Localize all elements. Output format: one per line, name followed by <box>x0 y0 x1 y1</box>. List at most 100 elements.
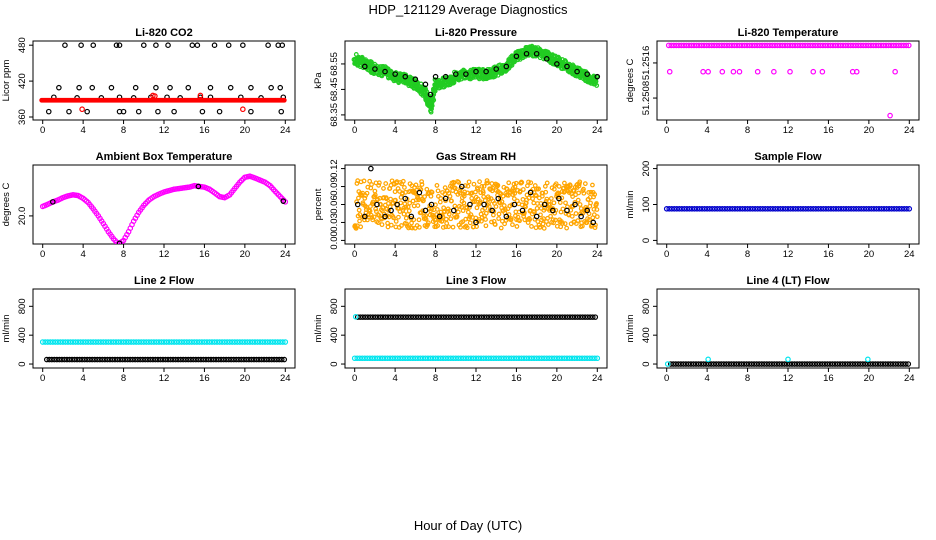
data-point <box>65 339 71 345</box>
data-point <box>225 42 232 48</box>
data-point <box>163 339 170 345</box>
data-point <box>819 68 826 75</box>
data-point <box>440 224 446 230</box>
data-point <box>483 355 489 362</box>
data-point <box>153 42 159 48</box>
data-point <box>706 42 712 49</box>
data-point <box>704 206 710 212</box>
data-point <box>696 42 702 49</box>
data-point <box>742 206 748 212</box>
data-point <box>241 356 247 363</box>
y-tick-label: 360 <box>17 109 28 125</box>
data-point <box>848 206 854 212</box>
data-point <box>703 361 709 367</box>
data-point <box>691 206 698 212</box>
data-point <box>435 355 441 362</box>
x-tick-label: 24 <box>904 373 915 384</box>
x-tick-label: 4 <box>392 249 397 260</box>
data-point <box>178 339 185 345</box>
data-point <box>368 165 374 172</box>
data-point <box>591 206 597 212</box>
data-point <box>723 361 730 367</box>
data-point <box>213 356 219 363</box>
data-point <box>460 219 466 225</box>
data-point <box>835 206 842 212</box>
data-point <box>488 355 494 362</box>
data-point <box>140 42 147 48</box>
data-point <box>514 314 520 320</box>
data-point <box>473 219 479 226</box>
data-point <box>105 339 112 345</box>
data-point <box>718 361 725 367</box>
data-point <box>200 356 207 363</box>
x-tick-label: 8 <box>433 125 438 136</box>
data-point <box>825 42 831 49</box>
data-point <box>461 200 467 206</box>
data-point <box>664 361 671 367</box>
data-point <box>713 361 720 367</box>
data-point <box>113 42 120 48</box>
data-point <box>486 203 492 209</box>
data-point <box>885 361 891 367</box>
data-point <box>117 356 123 363</box>
data-point <box>147 356 154 363</box>
data-point <box>670 42 677 49</box>
data-point <box>837 42 844 49</box>
data-point <box>685 361 692 367</box>
data-point <box>676 206 683 212</box>
data-point <box>819 361 826 367</box>
data-point <box>467 205 472 210</box>
data-point <box>482 198 488 203</box>
data-point <box>392 71 398 77</box>
data-point <box>553 207 559 213</box>
x-tick-label: 16 <box>199 125 210 136</box>
x-tick-label: 20 <box>240 249 251 260</box>
data-point <box>519 207 526 214</box>
y-tick-label: 0.03 <box>329 213 340 232</box>
data-point <box>594 355 601 362</box>
data-point <box>405 204 411 210</box>
data-point <box>709 206 715 212</box>
data-point <box>422 194 428 200</box>
panel-title: Li-820 CO2 <box>135 27 192 39</box>
data-point <box>544 180 550 186</box>
data-point <box>721 361 727 367</box>
data-point <box>812 42 819 49</box>
data-point <box>559 314 566 320</box>
data-point <box>420 208 426 214</box>
data-point <box>797 42 803 49</box>
data-point <box>495 355 502 362</box>
data-point <box>569 213 575 219</box>
data-point <box>412 355 419 362</box>
data-point <box>143 339 150 345</box>
data-point <box>448 314 455 320</box>
data-point <box>743 361 750 367</box>
data-point <box>51 356 58 363</box>
data-point <box>70 339 76 345</box>
data-point <box>175 356 181 363</box>
data-point <box>109 356 116 363</box>
data-point <box>579 223 585 229</box>
data-point <box>564 355 570 362</box>
data-point <box>794 361 800 367</box>
data-point <box>559 355 565 362</box>
data-point <box>385 314 391 320</box>
data-point <box>840 206 847 212</box>
data-point <box>258 356 265 363</box>
data-point <box>485 180 491 186</box>
x-tick-label: 16 <box>199 249 210 260</box>
data-point <box>413 314 419 320</box>
data-point <box>416 224 422 230</box>
data-point <box>887 361 894 367</box>
data-point <box>504 186 510 192</box>
data-point <box>259 339 266 345</box>
data-point <box>176 339 182 345</box>
data-point <box>516 355 522 362</box>
data-point <box>367 355 373 362</box>
data-point <box>134 356 141 363</box>
data-point <box>511 314 518 320</box>
data-point <box>59 356 65 363</box>
data-point <box>367 314 374 320</box>
data-point <box>452 355 459 362</box>
data-point <box>666 68 673 75</box>
